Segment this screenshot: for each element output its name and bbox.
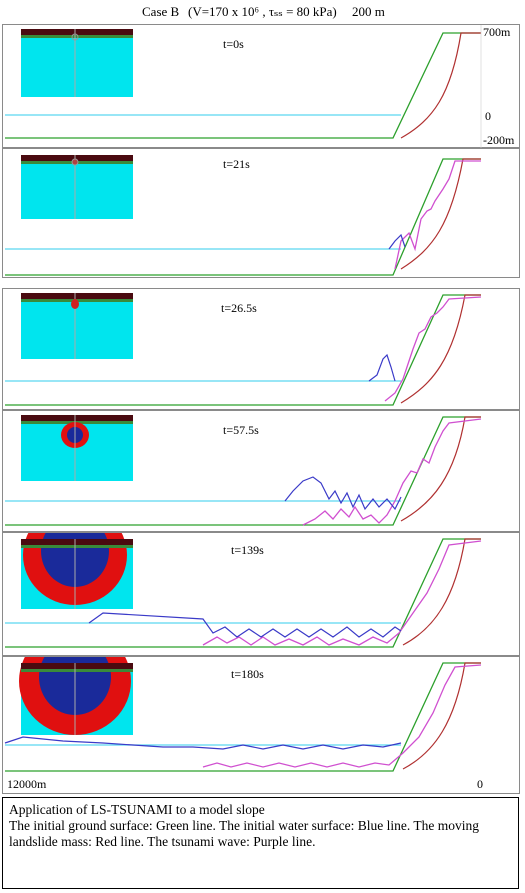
panel-plot xyxy=(3,657,482,772)
caption-body: The initial ground surface: Green line. … xyxy=(9,818,479,849)
figure-caption: Application of LS-TSUNAMI to a model slo… xyxy=(2,797,519,889)
case-params: (V=170 x 10⁶ , τₛₛ = 80 kPa) xyxy=(188,4,337,19)
time-label: t=139s xyxy=(231,543,264,557)
time-label: t=21s xyxy=(223,157,250,171)
panel-plot xyxy=(3,533,482,648)
panel-t0: t=0s 700m 0 -200m xyxy=(2,24,520,149)
time-label: t=180s xyxy=(231,667,264,681)
landslide-line xyxy=(400,32,481,139)
time-label: t=26.5s xyxy=(221,301,257,315)
panel-t180: t=180s 12000m 0 xyxy=(2,656,520,794)
panel-plot xyxy=(5,155,481,276)
time-label: t=0s xyxy=(223,37,244,51)
panel-t57-5: t=57.5s xyxy=(2,410,520,532)
y-axis-bottom-label: -200m xyxy=(483,133,515,147)
inset-map xyxy=(21,29,133,97)
caption-title: Application of LS-TSUNAMI to a model slo… xyxy=(9,802,265,817)
y-axis-top-label: 700m xyxy=(483,25,511,39)
panel-t26-5: t=26.5s xyxy=(2,288,520,410)
panel-plot xyxy=(5,415,482,526)
x-axis-right-label: 0 xyxy=(477,777,483,791)
panel-t21: t=21s xyxy=(2,148,520,278)
case-label: Case B xyxy=(142,4,180,19)
scale-label: 200 m xyxy=(352,4,385,19)
panel-t139: t=139s xyxy=(2,532,520,656)
inset-top-band xyxy=(21,29,133,35)
time-label: t=57.5s xyxy=(223,423,259,437)
y-axis-zero-label: 0 xyxy=(485,109,491,123)
panel-plot xyxy=(5,293,482,406)
figure-title: Case B (V=170 x 10⁶ , τₛₛ = 80 kPa) 200 … xyxy=(0,0,525,24)
panel-plot xyxy=(5,25,482,149)
x-axis-left-label: 12000m xyxy=(7,777,47,791)
inset-ground xyxy=(21,35,133,38)
